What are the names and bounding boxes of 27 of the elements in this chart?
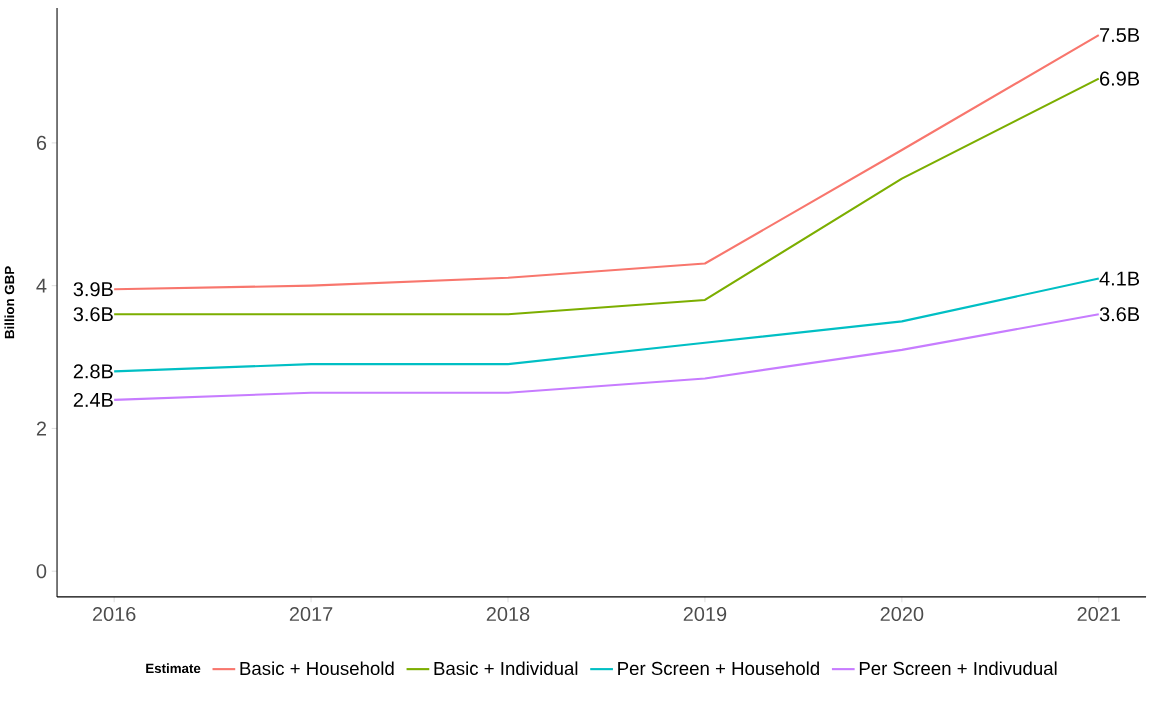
data-label: 6.9B [1100, 71, 1140, 86]
data-label: 2.4B [73, 393, 113, 407]
data-label: 3.6B [73, 307, 113, 322]
x-tick-label: 2018 [486, 607, 530, 622]
y-tick-label: 2 [36, 421, 47, 436]
data-label: 7.5B [1100, 28, 1140, 43]
legend-label: Per Screen + Household [618, 661, 819, 676]
legend-title: Estimate [146, 663, 201, 674]
legend-label: Per Screen + Indivudual [859, 661, 1057, 676]
line-series [113, 277, 1100, 373]
x-tick-label: 2019 [683, 607, 727, 622]
x-tick-label: 2017 [289, 607, 333, 622]
y-tick-label: 4 [36, 278, 47, 293]
x-tick-label: 2021 [1077, 607, 1120, 622]
line-series [113, 313, 1100, 402]
y-tick-label: 0 [36, 564, 47, 579]
data-label: 3.6B [1099, 307, 1140, 322]
legend-label: Basic + Household [240, 661, 394, 676]
data-label: 4.1B [1099, 271, 1140, 286]
x-tick-label: 2016 [92, 607, 136, 622]
data-label: 3.9B [73, 282, 113, 297]
x-tick-label: 2020 [880, 607, 924, 622]
legend-label: Basic + Individual [434, 661, 578, 676]
data-label: 2.8B [73, 364, 113, 379]
y-axis-title: Billion GBP [4, 266, 15, 339]
line-series [113, 34, 1100, 291]
y-tick-label: 6 [36, 135, 47, 151]
